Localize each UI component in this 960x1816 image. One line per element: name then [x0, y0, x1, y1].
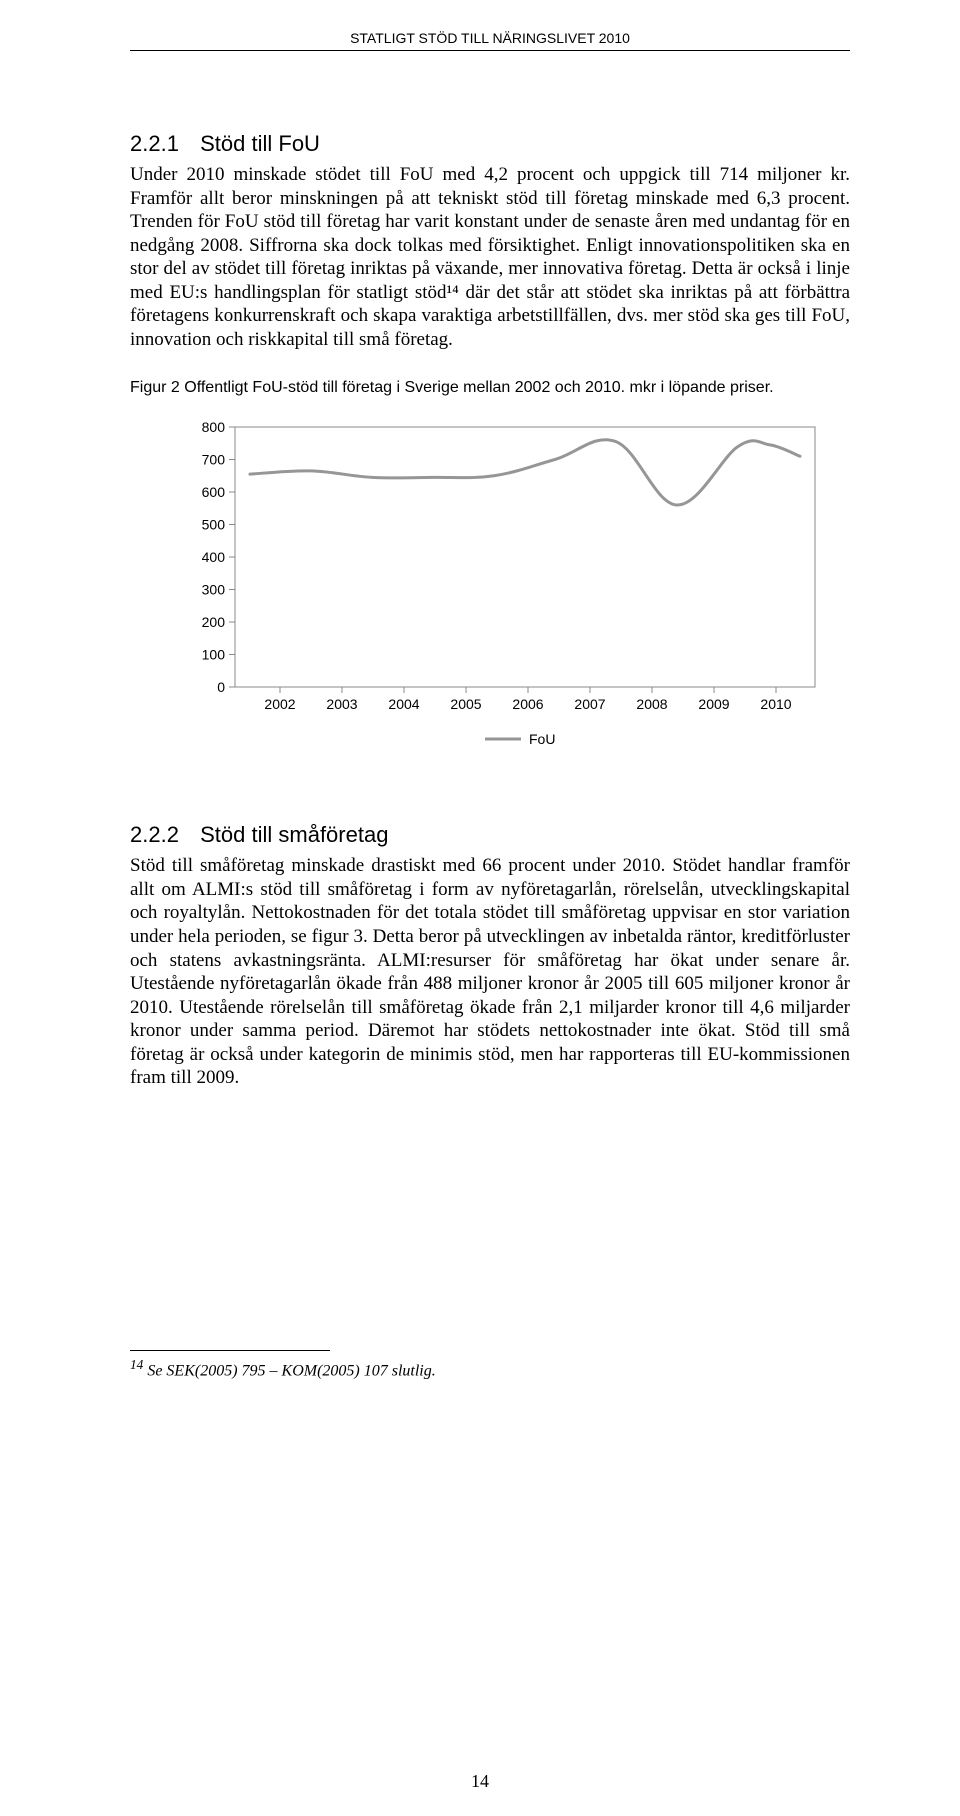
svg-text:400: 400	[202, 549, 226, 565]
svg-text:100: 100	[202, 647, 226, 663]
fou-line-chart: 0 100 200 300 400 500 600 700 800 2002 2003 2004 200…	[160, 417, 850, 762]
section-number: 2.2.1	[130, 131, 194, 157]
svg-text:800: 800	[202, 419, 226, 435]
section1-paragraph: Under 2010 minskade stödet till FoU med …	[130, 163, 850, 351]
svg-text:2009: 2009	[698, 696, 729, 712]
svg-text:2010: 2010	[760, 696, 791, 712]
footnote-marker: 14	[130, 1357, 143, 1372]
svg-text:2004: 2004	[388, 696, 419, 712]
svg-text:200: 200	[202, 614, 226, 630]
section-heading-2-2-2: 2.2.2 Stöd till småföretag	[130, 822, 850, 848]
chart-svg: 0 100 200 300 400 500 600 700 800 2002 2003 2004 200…	[160, 417, 840, 757]
footnote: 14 Se SEK(2005) 795 – KOM(2005) 107 slut…	[130, 1357, 850, 1380]
figure-caption: Figur 2 Offentligt FoU-stöd till företag…	[130, 379, 850, 397]
svg-text:2005: 2005	[450, 696, 481, 712]
svg-text:500: 500	[202, 517, 226, 533]
svg-text:700: 700	[202, 452, 226, 468]
svg-text:2008: 2008	[636, 696, 667, 712]
section-title: Stöd till FoU	[200, 131, 320, 156]
section-heading-2-2-1: 2.2.1 Stöd till FoU	[130, 131, 850, 157]
section-title: Stöd till småföretag	[200, 822, 388, 847]
footnote-rule	[130, 1350, 330, 1351]
section-number: 2.2.2	[130, 822, 194, 848]
svg-text:0: 0	[217, 679, 225, 695]
svg-text:2007: 2007	[574, 696, 605, 712]
page-number: 14	[0, 1771, 960, 1792]
running-header: STATLIGT STÖD TILL NÄRINGSLIVET 2010	[130, 30, 850, 51]
svg-text:2006: 2006	[512, 696, 543, 712]
svg-text:600: 600	[202, 484, 226, 500]
svg-text:300: 300	[202, 582, 226, 598]
svg-text:FoU: FoU	[529, 731, 555, 747]
svg-text:2002: 2002	[264, 696, 295, 712]
footnote-text: Se SEK(2005) 795 – KOM(2005) 107 slutlig…	[147, 1362, 435, 1379]
section2-paragraph: Stöd till småföretag minskade drastiskt …	[130, 854, 850, 1089]
svg-text:2003: 2003	[326, 696, 357, 712]
